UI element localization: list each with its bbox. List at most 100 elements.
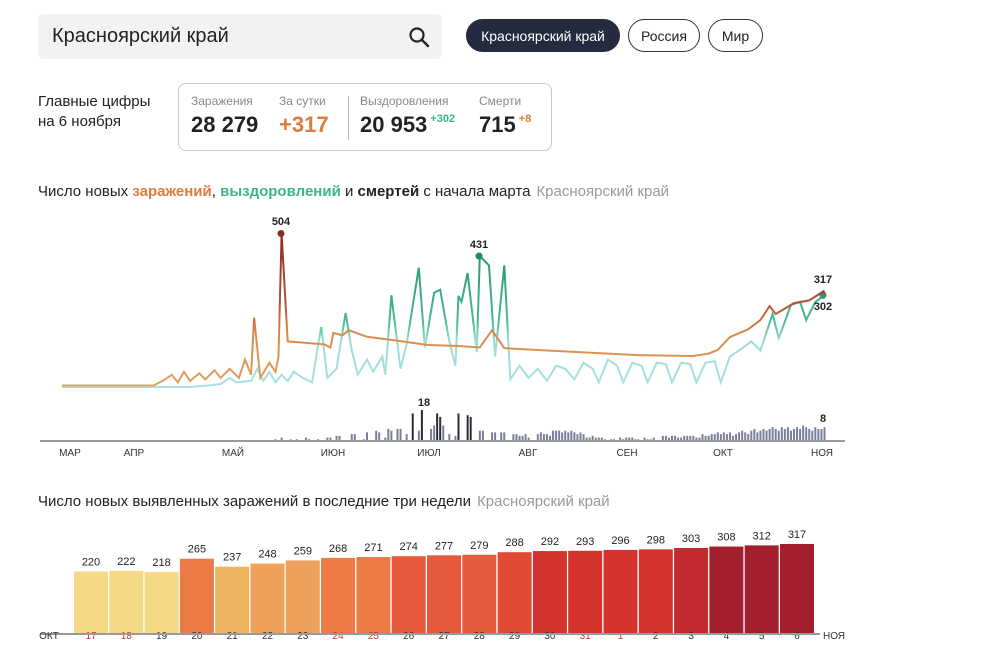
day-label: 31 xyxy=(580,631,592,642)
bar xyxy=(250,563,285,634)
infections-last-label: 317 xyxy=(814,274,832,286)
bar xyxy=(532,551,567,634)
bar xyxy=(285,560,320,634)
bar-value-label: 277 xyxy=(435,540,453,552)
day-label: 6 xyxy=(794,631,800,642)
deaths-bar xyxy=(777,430,780,441)
deaths-bar xyxy=(366,432,368,441)
stat-label: Заражения xyxy=(191,94,253,108)
bar-value-label: 293 xyxy=(576,536,594,548)
deaths-bar xyxy=(698,437,701,441)
month-label: МАЙ xyxy=(222,446,244,459)
bar-value-label: 259 xyxy=(294,545,312,557)
search-icon[interactable] xyxy=(408,26,430,48)
deaths-peak-label: 18 xyxy=(418,397,430,409)
deaths-bar xyxy=(765,430,768,441)
stat-label: Смерти xyxy=(479,94,522,108)
deaths-bar xyxy=(719,434,722,441)
bar xyxy=(321,557,356,634)
day-label: 27 xyxy=(438,631,450,642)
bar xyxy=(780,543,814,634)
bar-value-label: 312 xyxy=(753,530,771,542)
title-recoveries: выздоровлений xyxy=(220,183,341,200)
deaths-bar xyxy=(329,437,332,441)
deaths-bar xyxy=(390,430,393,441)
region-button-world[interactable]: Мир xyxy=(708,19,763,52)
deaths-bar xyxy=(735,434,738,441)
stat-recovered: Выздоровления 20 953 +302 xyxy=(360,94,455,138)
month-label: ИЮЛ xyxy=(417,448,440,459)
bar-value-label: 298 xyxy=(647,534,665,546)
three-week-bar-chart: 2201722218218192652023721248222592326824… xyxy=(39,529,845,642)
deaths-bar xyxy=(280,437,283,441)
deaths-bar xyxy=(591,435,594,441)
deaths-bar xyxy=(652,437,655,441)
title-deaths: смертей xyxy=(357,183,420,200)
deaths-bar xyxy=(823,427,826,441)
bar xyxy=(638,549,673,634)
deaths-bar xyxy=(430,428,433,441)
day-label: 22 xyxy=(262,631,274,642)
stat-daily: За сутки +317 xyxy=(279,94,329,138)
deaths-bar xyxy=(518,435,521,441)
bar-value-label: 308 xyxy=(717,532,735,544)
deaths-bar xyxy=(817,428,820,441)
month-end-label: НОЯ xyxy=(823,631,845,642)
deaths-bar xyxy=(558,430,561,441)
search-input[interactable]: Красноярский край xyxy=(38,14,442,59)
stat-label: За сутки xyxy=(279,94,326,108)
bar-value-label: 265 xyxy=(188,544,206,556)
title-text: Число новых xyxy=(38,183,133,200)
stat-label: Выздоровления xyxy=(360,94,449,108)
deaths-bar xyxy=(527,437,530,441)
stat-deaths: Смерти 715 +8 xyxy=(479,94,531,138)
deaths-bar xyxy=(750,430,753,441)
day-label: 20 xyxy=(191,631,203,642)
deaths-bar xyxy=(774,428,777,441)
deaths-bar xyxy=(494,432,497,441)
deaths-bar xyxy=(780,427,783,441)
deaths-bar xyxy=(500,432,503,441)
deaths-bar xyxy=(808,428,811,441)
month-label: ИЮН xyxy=(321,448,346,459)
deaths-bar xyxy=(305,437,307,441)
deaths-bar xyxy=(799,428,802,441)
recoveries-peak-dot xyxy=(475,252,483,260)
deaths-bar xyxy=(628,437,631,441)
deaths-bar xyxy=(375,430,378,441)
deaths-bar xyxy=(597,437,600,441)
deaths-bar xyxy=(338,435,341,441)
bar-value-label: 222 xyxy=(117,556,135,568)
bar-value-label: 218 xyxy=(152,557,170,569)
deaths-bar xyxy=(692,435,695,441)
region-button-russia[interactable]: Россия xyxy=(628,19,700,52)
deaths-bar xyxy=(353,434,356,441)
recoveries-last-dot xyxy=(820,293,826,299)
deaths-bar xyxy=(796,427,799,441)
day-label: 18 xyxy=(121,631,133,642)
deaths-bar xyxy=(436,413,439,441)
deaths-bar xyxy=(326,437,329,441)
deaths-bar xyxy=(619,437,622,441)
deaths-bar xyxy=(552,430,555,441)
bar-value-label: 303 xyxy=(682,533,700,545)
deaths-bar xyxy=(399,428,402,441)
infections-peak-dot xyxy=(277,230,285,237)
cases-line-chart: 504 431 317 302 18 8 МАР АПР МАЙ ИЮН ИЮЛ… xyxy=(40,216,845,459)
deaths-bar xyxy=(664,435,667,441)
bar xyxy=(568,550,603,634)
day-label: 23 xyxy=(297,631,309,642)
deaths-bar xyxy=(561,432,564,441)
deaths-bar xyxy=(741,430,744,441)
bar xyxy=(674,547,709,634)
deaths-bar xyxy=(701,434,704,441)
deaths-bar xyxy=(524,434,527,441)
deaths-bar xyxy=(579,432,582,441)
day-label: 24 xyxy=(333,631,345,642)
region-button-krasnoyarsk[interactable]: Красноярский край xyxy=(466,19,620,52)
bar-value-label: 268 xyxy=(329,543,347,555)
deaths-bar xyxy=(747,434,750,441)
bar xyxy=(603,549,638,634)
bar-value-label: 220 xyxy=(82,557,100,569)
search-value: Красноярский край xyxy=(52,25,229,47)
